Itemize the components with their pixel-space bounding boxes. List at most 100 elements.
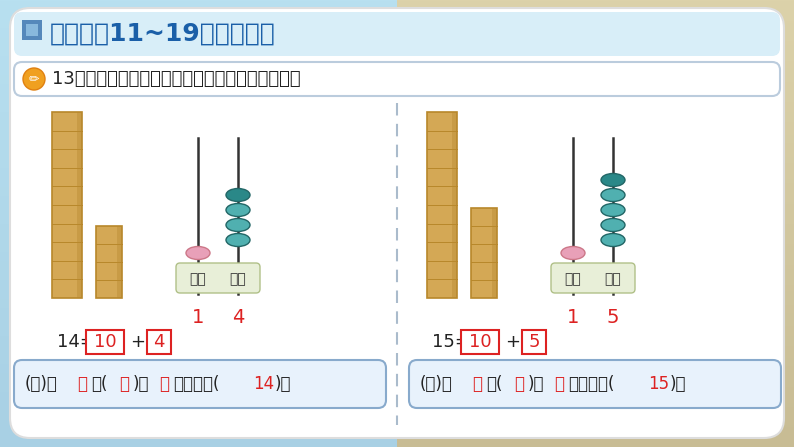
Bar xyxy=(0,228,397,229)
Bar xyxy=(397,71,794,72)
Bar xyxy=(0,232,397,233)
Bar xyxy=(0,93,397,94)
Bar xyxy=(0,119,397,120)
Bar xyxy=(397,230,794,231)
Bar xyxy=(0,400,397,401)
Bar xyxy=(397,347,794,348)
Ellipse shape xyxy=(601,173,625,186)
Bar xyxy=(0,413,397,414)
Bar xyxy=(397,205,794,206)
Bar xyxy=(397,17,794,18)
Bar xyxy=(397,96,794,97)
Bar xyxy=(0,170,397,171)
Bar xyxy=(397,252,794,253)
Bar xyxy=(397,372,794,373)
Bar xyxy=(397,138,794,139)
Bar xyxy=(397,429,794,430)
Bar xyxy=(0,34,397,35)
Bar xyxy=(397,317,794,318)
Bar xyxy=(397,165,794,166)
Bar xyxy=(397,248,794,249)
Bar xyxy=(0,98,397,99)
Bar xyxy=(397,382,794,383)
Bar xyxy=(0,253,397,254)
Bar xyxy=(397,128,794,129)
Bar xyxy=(0,223,397,224)
Bar xyxy=(397,314,794,315)
Bar xyxy=(0,52,397,53)
Bar xyxy=(397,126,794,127)
Text: 14: 14 xyxy=(253,375,274,393)
Bar xyxy=(0,127,397,128)
Bar xyxy=(0,352,397,353)
Bar xyxy=(397,61,794,62)
Bar xyxy=(397,20,794,21)
Bar xyxy=(397,191,794,192)
Bar xyxy=(0,285,397,286)
Bar xyxy=(397,36,794,37)
Bar xyxy=(452,112,457,298)
Bar xyxy=(0,297,397,298)
Bar xyxy=(0,316,397,317)
Bar xyxy=(397,158,794,159)
Bar xyxy=(0,115,397,116)
Bar xyxy=(397,339,794,340)
Bar xyxy=(397,242,794,243)
Bar xyxy=(0,178,397,179)
Bar xyxy=(0,335,397,336)
Bar xyxy=(397,266,794,267)
Bar xyxy=(0,251,397,252)
Bar xyxy=(0,130,397,131)
Bar xyxy=(397,49,794,50)
Bar xyxy=(0,132,397,133)
Bar xyxy=(397,309,794,310)
Bar xyxy=(397,94,794,95)
Bar xyxy=(397,79,794,80)
Bar xyxy=(0,169,397,170)
Bar xyxy=(397,125,794,126)
Bar xyxy=(0,277,397,278)
Bar xyxy=(397,360,794,361)
Text: 15: 15 xyxy=(648,375,669,393)
Bar xyxy=(0,410,397,411)
Bar xyxy=(0,91,397,92)
Bar xyxy=(0,424,397,425)
Bar xyxy=(397,90,794,91)
Text: 1: 1 xyxy=(192,308,204,327)
Bar xyxy=(0,155,397,156)
Bar xyxy=(0,275,397,276)
Bar xyxy=(0,128,397,129)
Bar xyxy=(397,142,794,143)
Bar xyxy=(0,195,397,196)
Bar xyxy=(0,319,397,320)
Bar xyxy=(397,241,794,242)
Bar xyxy=(0,86,397,87)
Bar xyxy=(0,388,397,389)
Bar xyxy=(0,198,397,199)
Bar xyxy=(0,102,397,103)
FancyBboxPatch shape xyxy=(86,330,124,354)
Bar xyxy=(0,433,397,434)
Bar xyxy=(0,150,397,151)
Bar xyxy=(0,104,397,105)
Bar xyxy=(397,5,794,6)
Bar xyxy=(397,374,794,375)
Bar xyxy=(397,405,794,406)
Bar xyxy=(0,278,397,279)
Bar xyxy=(0,55,397,56)
Bar xyxy=(397,177,794,178)
Bar xyxy=(0,47,397,48)
Bar xyxy=(0,257,397,258)
Bar xyxy=(397,200,794,201)
Bar xyxy=(0,185,397,186)
Bar xyxy=(397,285,794,286)
Bar xyxy=(0,180,397,181)
Bar xyxy=(397,355,794,356)
Bar xyxy=(397,393,794,394)
Bar xyxy=(397,89,794,90)
Bar xyxy=(397,244,794,245)
Bar xyxy=(0,65,397,66)
Bar xyxy=(0,177,397,178)
Bar xyxy=(0,158,397,159)
Bar xyxy=(0,187,397,188)
